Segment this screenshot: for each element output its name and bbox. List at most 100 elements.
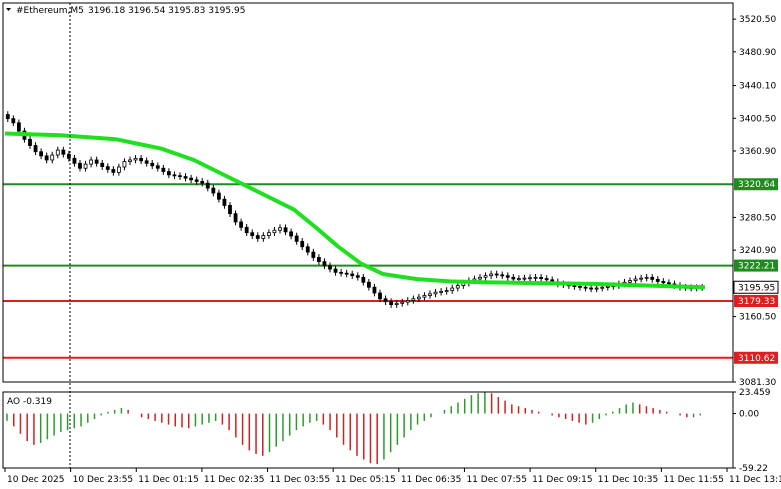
level-tag-red [734,351,778,364]
candle-body [644,276,649,279]
candle-body [322,261,327,267]
chart-title: #Ethereum,M5 [16,6,84,16]
candle-body [105,166,110,170]
candle-body [16,122,21,132]
candle-body [422,295,427,298]
candle-body [200,181,205,184]
candle-body [122,161,127,168]
ao-frame [2,391,734,469]
candle-body [666,282,671,285]
candle-body [383,298,388,303]
candle-body [522,277,527,280]
candle-body [628,280,632,283]
candle-body [455,285,460,289]
x-tick-label: 11 Dec 05:15 [335,475,396,485]
candle-body [222,198,227,206]
candle-body [100,162,105,167]
y-tick-label: 3520.50 [739,15,776,25]
candle-body [194,179,199,182]
candle-body [594,287,599,290]
y-tick-label: 3280.50 [739,213,776,223]
x-tick-label: 11 Dec 02:35 [204,475,265,485]
y-tick-label: 3160.50 [739,313,776,323]
candle-body [266,232,271,236]
candle-body [139,157,144,162]
candle-body [61,149,66,155]
candle-body [116,166,121,173]
candle-body [205,182,210,189]
candle-body [133,157,138,161]
candle-body [94,159,99,164]
candle-body [255,235,260,239]
candle-body [272,229,277,234]
candle-body [150,162,155,167]
level-tag-green [734,178,778,191]
moving-average-line [4,131,706,290]
candle-body [600,286,605,289]
candle-body [378,292,382,300]
candle-body [189,177,194,181]
candle-body [155,165,160,169]
candle-body [283,227,288,233]
candle-body [44,155,49,161]
level-tag-green [734,259,778,272]
y-tick-label: 3240.90 [739,246,776,256]
candle-body [333,268,338,273]
x-tick-label: 11 Dec 03:55 [270,475,331,485]
candle-body [444,290,449,292]
candle-body [28,138,32,146]
candle-body [500,274,505,277]
candle-body [366,281,371,288]
ao-label: AO -0.319 [7,397,52,407]
candle-body [633,278,638,282]
x-tick-label: 10 Dec 2025 [7,475,65,485]
candle-body [605,286,610,288]
candle-body [305,246,310,253]
candle-body [289,231,294,237]
level-tag-label: 3179.33 [738,297,775,307]
x-tick-label: 11 Dec 07:55 [466,475,527,485]
ao-pane [6,392,702,465]
candle-body [528,277,532,280]
candle-body [394,302,399,305]
candle-body [261,235,266,239]
candle-body [183,176,188,179]
candle-body [572,285,577,287]
candle-body [583,286,588,289]
candle-body [50,154,55,161]
candle-body [311,251,316,258]
candle-body [416,296,421,300]
candle-body [428,293,432,296]
candle-body [589,287,594,290]
candle-body [83,163,88,169]
level-tag-label: 3320.64 [738,180,775,190]
candle-body [355,275,360,278]
ao-tick-label: -59.22 [739,464,768,474]
candle-body [316,257,321,263]
candle-body [478,276,482,280]
candle-body [516,278,521,280]
y-tick-label: 3440.10 [739,82,776,92]
candle-body [339,271,344,274]
candle-body [250,232,255,236]
candle-body [494,273,499,276]
candle-body [128,159,132,163]
candle-body [450,287,455,291]
candle-body [300,240,305,248]
x-tick-label: 10 Dec 23:55 [73,475,134,485]
candle-body [483,275,488,278]
x-tick-label: 11 Dec 06:35 [401,475,462,485]
candle-body [55,149,60,156]
candle-body [344,272,349,275]
candle-body [244,226,249,234]
candle-body [489,273,494,277]
x-tick-label: 11 Dec 13:15 [729,475,781,485]
x-tick-label: 11 Dec 09:15 [532,475,593,485]
candle-body [361,276,366,283]
candle-body [544,278,549,281]
candle-body [433,291,438,295]
candle-body [239,221,244,228]
last-price-label: 3195.95 [738,283,775,293]
